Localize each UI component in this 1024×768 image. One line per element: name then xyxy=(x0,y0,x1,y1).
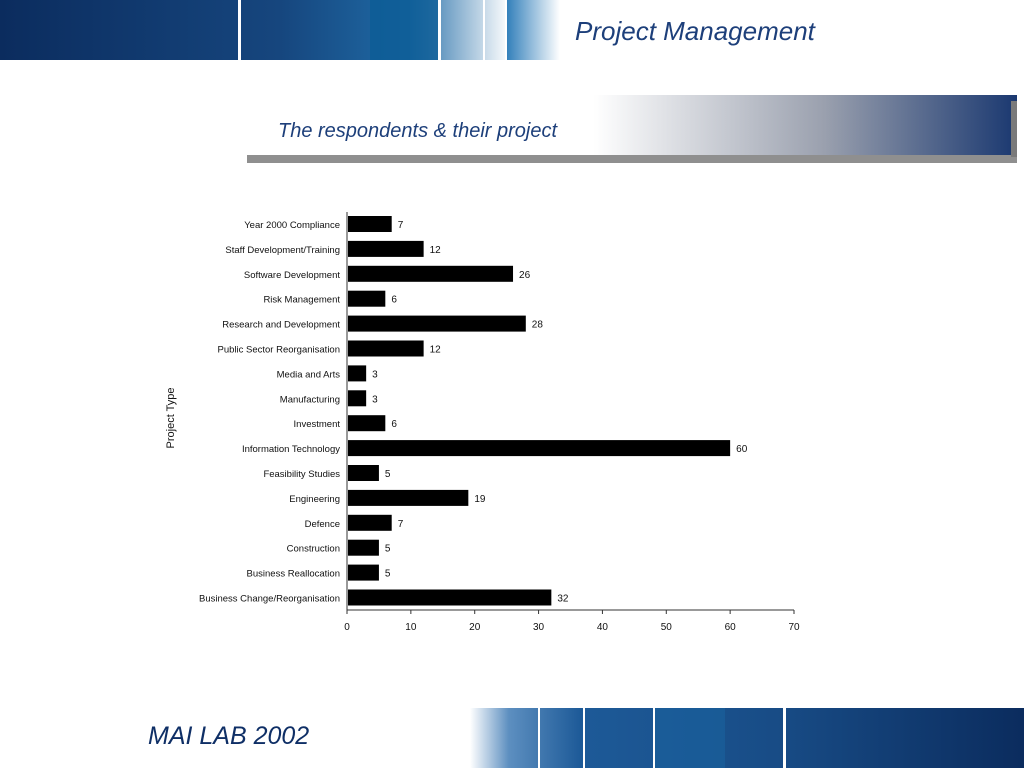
data-label: 60 xyxy=(736,444,748,455)
category-label: Research and Development xyxy=(222,320,340,331)
data-label: 12 xyxy=(430,345,442,356)
category-label: Engineering xyxy=(289,494,340,505)
bar-chart: Year 2000 Compliance Staff Development/Tr… xyxy=(165,212,800,633)
bar xyxy=(348,290,386,307)
data-label: 5 xyxy=(385,544,391,555)
slide-title: Project Management xyxy=(575,16,815,46)
category-label: Media and Arts xyxy=(277,369,341,380)
category-label: Business Change/Reorganisation xyxy=(199,594,340,605)
data-label: 7 xyxy=(398,220,404,231)
x-tick-label: 50 xyxy=(661,622,673,633)
category-label: Year 2000 Compliance xyxy=(244,220,340,231)
category-label: Manufacturing xyxy=(280,394,340,405)
data-label: 19 xyxy=(474,494,486,505)
category-label: Defence xyxy=(305,519,340,530)
data-label: 26 xyxy=(519,270,531,281)
subtitle-bar xyxy=(247,95,1017,163)
data-label: 5 xyxy=(385,569,391,580)
bottom-banner xyxy=(470,708,1024,768)
bar xyxy=(348,216,392,232)
bar xyxy=(348,440,731,457)
bar xyxy=(348,315,526,332)
bar xyxy=(348,564,379,581)
category-label: Risk Management xyxy=(263,295,340,306)
bar xyxy=(348,365,367,382)
data-label: 3 xyxy=(372,369,378,380)
bar xyxy=(348,415,386,432)
data-label: 32 xyxy=(557,594,569,605)
data-label: 28 xyxy=(532,320,544,331)
bar xyxy=(348,589,552,606)
category-label: Construction xyxy=(287,544,340,555)
slide-subtitle: The respondents & their project xyxy=(278,120,558,142)
category-label: Investment xyxy=(294,419,341,430)
data-label: 7 xyxy=(398,519,404,530)
category-label: Business Reallocation xyxy=(247,569,340,580)
bar xyxy=(348,539,379,556)
x-tick-label: 20 xyxy=(469,622,481,633)
x-tick-label: 30 xyxy=(533,622,545,633)
bar xyxy=(348,465,379,481)
x-tick-label: 70 xyxy=(788,622,800,633)
bar xyxy=(348,489,469,506)
bar xyxy=(348,340,424,357)
bar xyxy=(348,265,514,282)
bar xyxy=(348,514,392,531)
bar xyxy=(348,390,367,407)
x-tick-label: 60 xyxy=(725,622,737,633)
x-tick-label: 0 xyxy=(344,622,350,633)
bar xyxy=(348,240,424,257)
data-label: 6 xyxy=(391,419,397,430)
data-label: 5 xyxy=(385,469,391,480)
category-label: Feasibility Studies xyxy=(263,469,340,480)
y-axis-label: Project Type xyxy=(165,388,177,449)
category-label: Public Sector Reorganisation xyxy=(217,345,340,356)
category-label: Software Development xyxy=(244,270,340,281)
data-label: 12 xyxy=(430,245,442,256)
data-label: 6 xyxy=(391,295,397,306)
data-label: 3 xyxy=(372,394,378,405)
x-tick-label: 40 xyxy=(597,622,609,633)
footer-text: MAI LAB 2002 xyxy=(148,722,310,750)
top-banner xyxy=(0,0,560,60)
category-label: Staff Development/Training xyxy=(225,245,340,256)
category-label: Information Technology xyxy=(242,444,340,455)
x-tick-label: 10 xyxy=(405,622,417,633)
